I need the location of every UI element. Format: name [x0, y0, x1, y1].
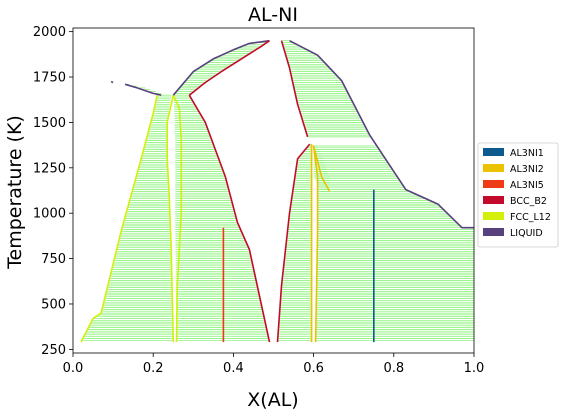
chart-title: AL-NI [248, 4, 298, 26]
y-tick-label: 1750 [33, 71, 66, 86]
legend-label: AL3NI5 [510, 180, 544, 191]
x-axis-ticks: 0.0 0.2 0.4 0.6 0.8 1.0 [63, 353, 485, 376]
y-tick-label: 1000 [33, 207, 66, 222]
phase-boundary-liquid [124, 83, 162, 96]
phase-boundary-bcc_b2 [188, 94, 271, 343]
legend-swatch [483, 228, 504, 236]
legend-label: FCC_L12 [510, 212, 551, 223]
legend-swatch [483, 196, 504, 204]
legend-label: LIQUID [510, 228, 543, 239]
phase-boundary-liquid [172, 39, 270, 96]
legend: AL3NI1 AL3NI2 AL3NI5 BCC_B2 FCC_L12 LIQUID [477, 142, 559, 248]
y-tick-label: 1500 [33, 116, 66, 131]
y-tick-label: 500 [41, 297, 66, 312]
y-tick-label: 250 [41, 343, 66, 358]
legend-swatch [483, 164, 504, 172]
x-tick-label: 0.4 [223, 361, 244, 376]
y-tick-label: 2000 [33, 25, 66, 40]
axes-frame [72, 27, 475, 354]
phase-boundary-al3ni2 [312, 145, 331, 343]
y-tick-label: 1250 [33, 161, 66, 176]
legend-label: BCC_B2 [510, 196, 547, 207]
y-axis-label: Temperature (K) [4, 115, 26, 270]
legend-label: AL3NI2 [510, 164, 544, 175]
phase-boundary-bcc_b2 [276, 143, 311, 343]
phase-boundary-liquid [110, 80, 114, 84]
phase-boundary-bcc_b2 [188, 40, 270, 96]
phase-boundary-fcc_l12 [80, 95, 158, 343]
x-tick-label: 0.8 [383, 361, 404, 376]
x-tick-label: 0.2 [143, 361, 164, 376]
phase-boundary-bcc_b2 [280, 40, 309, 138]
axes-border [72, 27, 475, 354]
x-tick-label: 0.0 [63, 361, 84, 376]
phase-boundary-liquid [289, 39, 474, 229]
legend-swatch [483, 180, 504, 188]
legend-swatch [483, 212, 504, 220]
phase-boundary-layer [80, 39, 474, 343]
x-axis-label: X(AL) [247, 389, 298, 411]
y-tick-label: 750 [41, 252, 66, 267]
legend-label: AL3NI1 [510, 148, 544, 159]
legend-swatch [483, 148, 504, 156]
y-axis-ticks: 250 500 750 1000 1250 1500 1750 2000 [33, 25, 73, 358]
x-tick-label: 1.0 [464, 361, 485, 376]
x-tick-label: 0.6 [303, 361, 324, 376]
